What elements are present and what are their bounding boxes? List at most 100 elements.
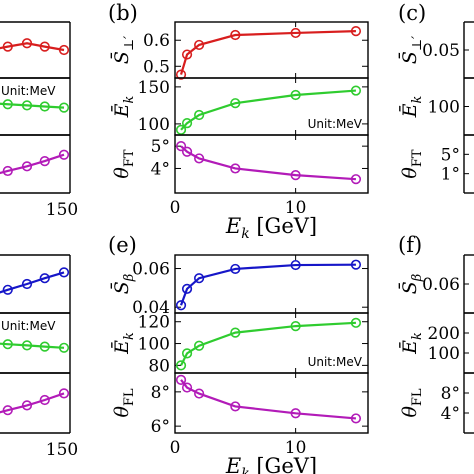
series-line [180, 321, 356, 366]
panel-label: (f) [398, 233, 422, 257]
data-point [21, 400, 33, 411]
data-point [230, 263, 241, 275]
y-tick-label: 150 [138, 78, 170, 98]
y-axis-label-text: S̄β [398, 274, 425, 295]
y-tick-label: 4° [441, 404, 460, 424]
data-point [194, 39, 205, 51]
y-tick-label: 1° [441, 165, 460, 185]
panel-label: (b) [108, 1, 138, 25]
data-point [39, 156, 50, 167]
y-axis-label-text: Ēk [398, 96, 425, 119]
y-tick-label: 8° [151, 383, 170, 403]
y-axis-label-text: S̄⊥′ [110, 36, 137, 64]
row-S: 0.04 0.06S̄β [110, 254, 369, 318]
series-line [179, 263, 356, 306]
series-line [180, 379, 357, 420]
data-point [230, 163, 241, 174]
data-point [58, 102, 70, 113]
data-point [175, 141, 187, 152]
x-tick-label: 0 [170, 198, 181, 218]
panel-d: Unit:MeV 150 [0, 254, 78, 460]
y-tick-label: 100 [428, 98, 460, 118]
y-axis-label: Ēk [398, 332, 425, 355]
unit-annotation: Unit:MeV [1, 84, 56, 98]
data-point [39, 273, 50, 284]
y-axis-label-text: Ēk [110, 96, 137, 119]
y-axis-label: Ēk [398, 96, 425, 119]
y-axis-label-text: Ēk [398, 332, 425, 355]
data-point [350, 317, 362, 328]
data-point [350, 259, 362, 270]
data-point [181, 348, 193, 359]
y-tick-label: 200 [428, 324, 460, 344]
y-axis-label: θFT [111, 149, 137, 178]
data-point [175, 300, 187, 311]
data-point [2, 41, 13, 52]
data-point [290, 408, 301, 419]
y-tick-label: 0.05 [422, 41, 460, 61]
series-line [0, 342, 65, 349]
y-axis-label-text: θFL [399, 388, 425, 417]
data-point [2, 165, 13, 177]
data-point [58, 388, 70, 399]
y-axis-label: Ēk [110, 96, 137, 119]
data-point [39, 341, 50, 352]
y-tick-label: 0.04 [132, 298, 170, 318]
data-point [175, 360, 187, 371]
data-point [350, 85, 362, 96]
panel-e: (e)0.040.06S̄β80100120ĒkUnit:MeV6°8°θFL0… [108, 233, 369, 474]
y-tick-label: 6° [151, 417, 170, 437]
panel-a: Unit:MeV 150 [0, 21, 78, 220]
data-point [230, 29, 241, 41]
y-axis-label: θFT [399, 149, 425, 178]
x-tick-label: 10 [285, 198, 307, 218]
data-point [21, 278, 33, 290]
data-point [2, 284, 13, 295]
y-axis-label: Ēk [110, 332, 137, 355]
data-point [230, 327, 241, 338]
data-point [39, 41, 50, 52]
data-point [2, 339, 13, 350]
data-point [21, 161, 33, 172]
subplot-frame [174, 372, 369, 434]
data-point [230, 98, 241, 109]
data-point [2, 99, 13, 110]
data-point [290, 259, 301, 271]
data-point [181, 146, 193, 157]
y-tick-label: 5° [441, 145, 460, 165]
y-axis-label: S̄⊥′ [110, 36, 137, 64]
y-tick-label: 0.5 [143, 57, 170, 77]
subplot-frame [174, 134, 369, 194]
x-axis-label: Ek [GeV] [225, 454, 317, 474]
series-line [0, 392, 65, 414]
series-line [0, 42, 65, 52]
y-axis-label-text: S̄β [110, 274, 137, 295]
y-tick-label: 100 [138, 335, 170, 355]
y-tick-label: 0.06 [132, 260, 170, 280]
x-axis-label: Ek [GeV] [225, 214, 317, 242]
y-axis-label-text: θFT [399, 149, 425, 178]
y-axis-label: S̄⊥′ [398, 36, 425, 64]
data-point [290, 170, 301, 181]
data-point [2, 405, 13, 416]
data-point [350, 174, 362, 185]
panel-label: (c) [398, 1, 426, 25]
y-tick-label: 0.06 [422, 275, 460, 295]
data-point [181, 118, 193, 129]
data-point [21, 38, 33, 49]
series-line [179, 30, 356, 75]
y-axis-label: θFL [111, 388, 137, 417]
y-axis-label-text: θFL [111, 388, 137, 417]
x-tick-label: 10 [285, 438, 307, 458]
series-line [180, 89, 357, 131]
y-tick-label: 80 [148, 356, 170, 376]
data-point [58, 267, 70, 278]
data-point [230, 401, 241, 412]
y-tick-label: 8° [441, 384, 460, 404]
series-line [0, 271, 65, 294]
